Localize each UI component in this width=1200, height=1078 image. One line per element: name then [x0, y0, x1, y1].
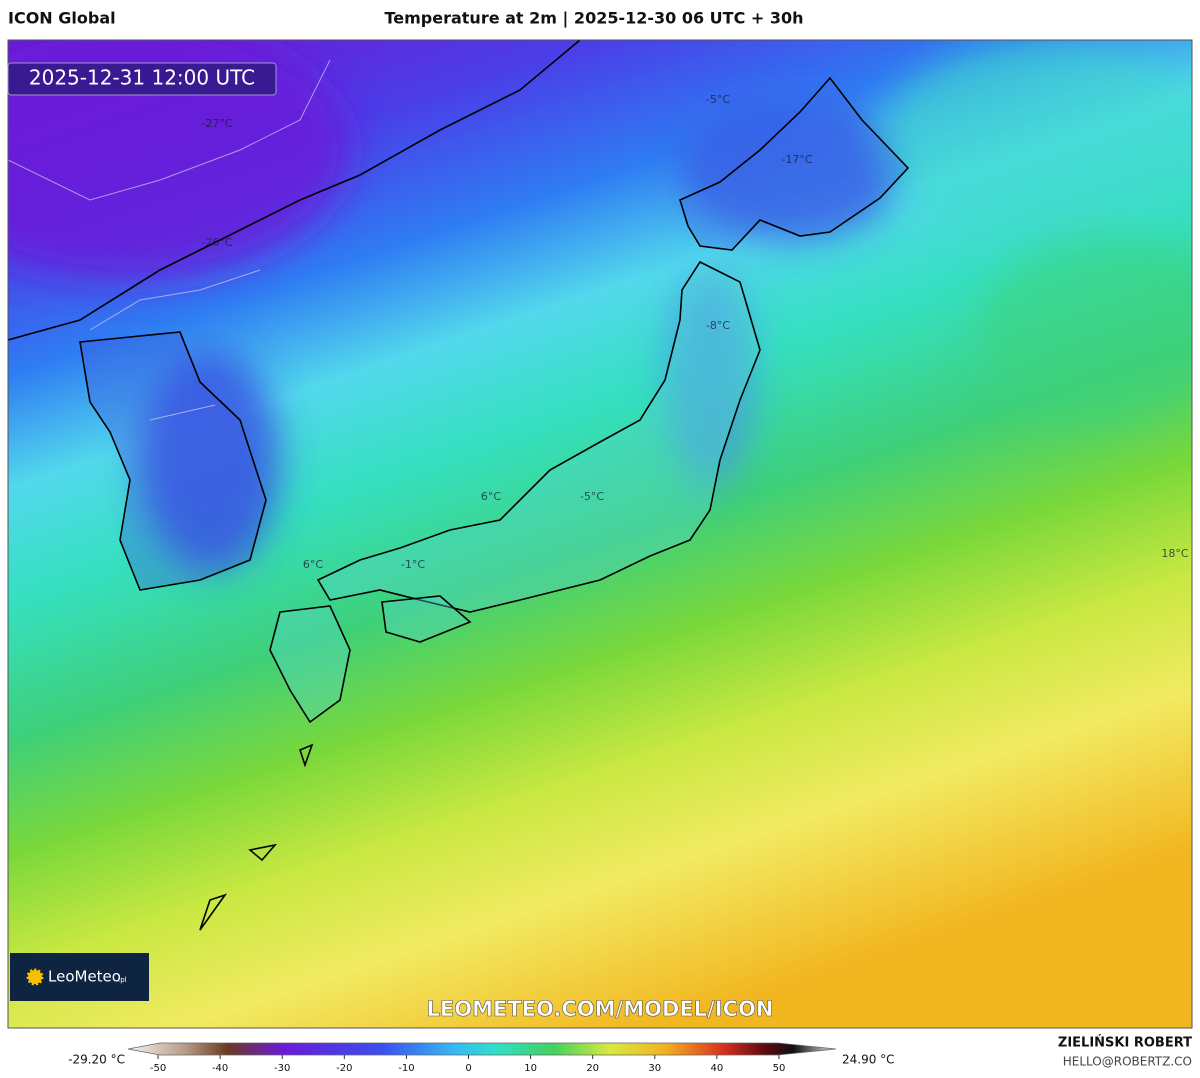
colorbar-min: -29.20 °C: [68, 1053, 125, 1067]
model-name: ICON Global: [8, 9, 116, 28]
author: ZIELIŃSKI ROBERT: [1058, 1035, 1192, 1051]
isotherm-label: -5°C: [580, 490, 604, 503]
isotherm-label: -1°C: [401, 558, 425, 571]
colorbar-tick-label: 10: [524, 1063, 537, 1074]
logo-name: LeoMeteo: [48, 968, 121, 986]
colorbar-tick-label: 40: [710, 1063, 723, 1074]
colorbar-tick-label: -30: [274, 1063, 290, 1074]
logo-sun: [26, 968, 44, 986]
isotherm-label: -5°C: [706, 93, 730, 106]
field-anomalies: [8, 40, 1192, 570]
map: [8, 40, 1192, 1028]
isotherm-label: -8°C: [706, 319, 730, 332]
watermark: LEOMETEO.COM/MODEL/ICON: [427, 997, 774, 1021]
title: Temperature at 2m | 2025-12-30 06 UTC + …: [384, 9, 803, 29]
email: HELLO@ROBERTZ.CO: [1063, 1055, 1192, 1069]
colorbar-tick-label: -40: [212, 1063, 228, 1074]
colorbar-tick-label: 50: [773, 1063, 786, 1074]
colorbar-tick-label: -20: [336, 1063, 352, 1074]
colorbar-tick-label: 20: [586, 1063, 599, 1074]
colorbar-max: 24.90 °C: [842, 1053, 895, 1067]
coastlines: [8, 40, 910, 931]
isotherm-label: -26°C: [201, 236, 232, 249]
colorbar: [127, 1042, 837, 1056]
isotherm-label: 6°C: [303, 558, 323, 571]
valid-time: 2025-12-31 12:00 UTC: [29, 66, 255, 90]
colorbar-tick-label: -50: [150, 1063, 166, 1074]
colorbar-tick-label: -10: [398, 1063, 414, 1074]
time-badge: [7, 62, 277, 96]
isotherm-label: 18°C: [1161, 547, 1188, 560]
map-frame: [7, 39, 1193, 1029]
isotherm-label: -17°C: [781, 153, 812, 166]
isotherm-label: -27°C: [201, 117, 232, 130]
colorbar-tick-label: 30: [648, 1063, 661, 1074]
isotherm-label: 6°C: [481, 490, 501, 503]
borders: [8, 59, 331, 421]
colorbar-ticks: -50 -40 -30 -20 -10 0 10 20 30 40 50: [150, 1055, 785, 1074]
logo-suffix: .pl: [118, 976, 127, 984]
map-labels: -27°C -26°C -5°C -17°C -8°C -5°C 6°C 6°C -1°C 18°…: [201, 93, 1188, 571]
colorbar-tick-label: 0: [465, 1063, 471, 1074]
